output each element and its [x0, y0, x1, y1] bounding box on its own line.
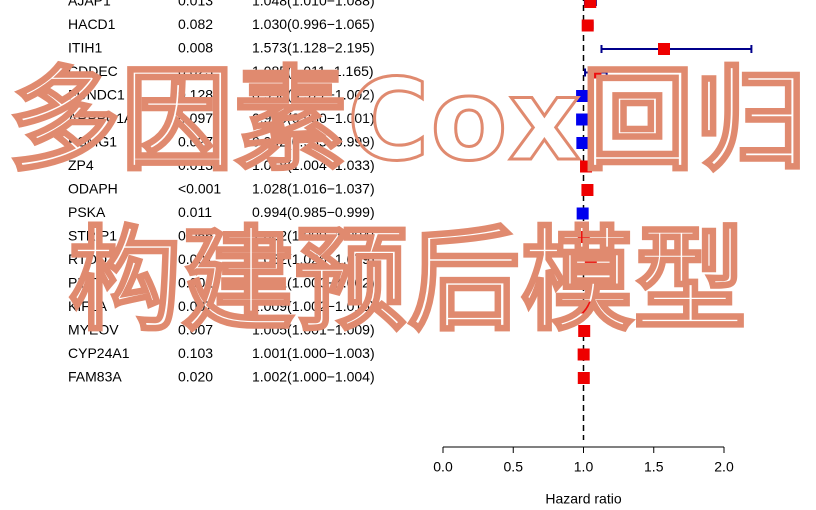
- gene-label: KIF1A: [68, 298, 108, 314]
- hr-ci-label: 1.048(1.010−1.088): [252, 0, 375, 9]
- gene-label: AJAP1: [68, 0, 111, 9]
- pvalue-label: 0.001: [178, 275, 213, 291]
- gene-label: CYP24A1: [68, 345, 130, 361]
- pvalue-label: 0.008: [178, 40, 213, 56]
- pvalue-label: 0.097: [178, 110, 213, 126]
- hr-ci-label: 1.030(0.996−1.065): [252, 16, 375, 32]
- x-tick-label: 0.0: [433, 459, 453, 475]
- hr-ci-label: 1.002(1.000−1.004): [252, 369, 375, 385]
- hr-marker: [577, 372, 590, 384]
- x-axis-title: Hazard ratio: [545, 491, 621, 507]
- hr-marker: [584, 0, 597, 8]
- hr-marker: [576, 90, 589, 102]
- hr-ci-label: 1.028(1.016−1.037): [252, 181, 375, 197]
- gene-label: PLAT: [68, 275, 102, 291]
- hr-ci-label: 0.992(0.985−0.999): [252, 134, 375, 150]
- hr-ci-label: 1.001(1.000−1.003): [252, 345, 375, 361]
- pvalue-label: 0.013: [178, 157, 213, 173]
- pvalue-label: 0.023: [178, 63, 213, 79]
- hr-marker: [578, 325, 591, 337]
- hr-ci-label: 0.990(0.980−1.001): [252, 110, 375, 126]
- pvalue-label: 0.007: [178, 298, 213, 314]
- pvalue-label: 0.056: [178, 228, 213, 244]
- hr-ci-label: 1.002(1.000−1.004): [252, 228, 375, 244]
- pvalue-label: 0.001: [178, 251, 213, 267]
- pvalue-label: <0.001: [178, 181, 221, 197]
- hr-marker: [581, 19, 594, 32]
- gene-label: ZP4: [68, 157, 94, 173]
- pvalue-label: 0.013: [178, 0, 213, 9]
- gene-label: ODAPH: [68, 181, 118, 197]
- hr-marker: [589, 66, 602, 79]
- hr-ci-label: 0.990(0.977−1.002): [252, 87, 375, 103]
- gene-label: HACD1: [68, 16, 116, 32]
- x-tick-label: 1.0: [574, 459, 594, 475]
- gene-label: PSMG1: [68, 134, 117, 150]
- hr-ci-label: 1.005(1.001−1.009): [252, 322, 375, 338]
- hr-ci-label: 0.994(0.985−0.999): [252, 204, 375, 220]
- hr-marker: [658, 43, 671, 55]
- hr-ci-label: 1.052(1.026−1.079): [252, 251, 375, 267]
- x-tick-label: 2.0: [714, 459, 734, 475]
- hr-marker: [578, 301, 591, 314]
- hr-marker: [576, 113, 589, 126]
- x-tick-label: 1.5: [644, 459, 664, 475]
- gene-label: FUNDC1: [68, 87, 125, 103]
- pvalue-label: 0.007: [178, 322, 213, 338]
- forest-table: AJAP1 0.013 1.048(1.010−1.088) HACD1 0.082 1.…: [68, 0, 375, 385]
- pvalue-label: 0.103: [178, 345, 213, 361]
- gene-label: MYEOV: [68, 322, 119, 338]
- pvalue-label: 0.027: [178, 134, 213, 150]
- hr-ci-label: 1.018(1.004−1.033): [252, 157, 375, 173]
- gene-label: STRIP1: [68, 228, 117, 244]
- pvalue-label: 0.128: [178, 87, 213, 103]
- hr-marker: [581, 184, 594, 196]
- hr-ci-label: 1.001(1.000−1.002): [252, 275, 375, 291]
- gene-label: RTOD: [68, 251, 107, 267]
- pvalue-label: 0.082: [178, 16, 213, 32]
- x-axis: 0.0 0.5 1.0 1.5 2.0 Hazard ratio: [433, 446, 734, 507]
- pvalue-label: 0.020: [178, 369, 213, 385]
- hr-ci-label: 1.573(1.128−2.195): [252, 40, 375, 56]
- hr-marker: [577, 348, 590, 361]
- gene-label: CDDEC: [68, 63, 118, 79]
- hr-marker: [576, 207, 589, 220]
- gene-label: FAM83A: [68, 369, 122, 385]
- pvalue-label: 0.011: [178, 204, 212, 220]
- gene-label: ITIH1: [68, 40, 102, 56]
- x-tick-label: 0.5: [504, 459, 524, 475]
- hr-marker: [576, 137, 589, 149]
- gene-label: ARPPC1A: [68, 110, 134, 126]
- hr-marker: [577, 278, 590, 290]
- hr-marker: [577, 231, 590, 243]
- hr-marker: [580, 160, 593, 173]
- forest-plot-area: [576, 0, 753, 440]
- hr-ci-label: 1.009(1.002−1.016): [252, 298, 375, 314]
- hr-ci-label: 1.085(1.011−1.165): [252, 63, 374, 79]
- gene-label: PSKA: [68, 204, 106, 220]
- hr-marker: [584, 254, 597, 267]
